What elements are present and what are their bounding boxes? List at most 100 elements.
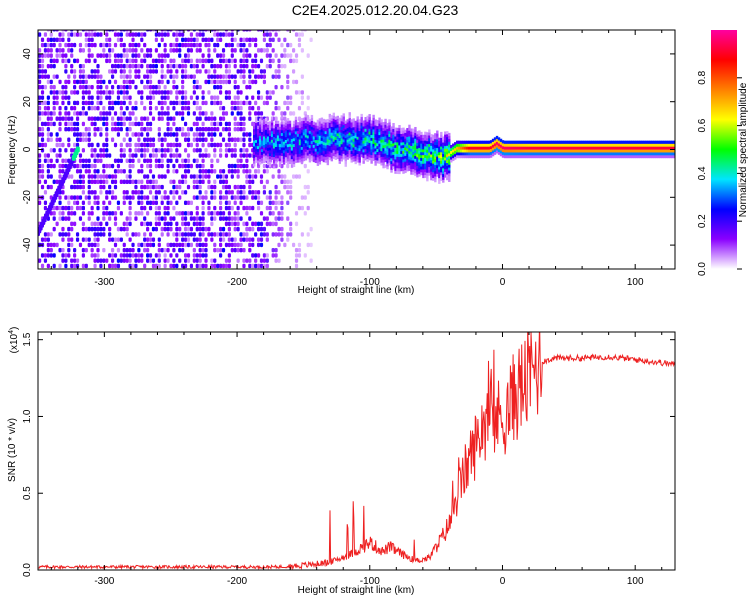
spectrogram-cell	[271, 211, 275, 216]
spectrogram-cell	[213, 205, 217, 211]
spectrogram-ridge-cell	[404, 152, 407, 156]
spectrogram-cell	[207, 116, 211, 121]
x-tick-label: -100	[360, 277, 380, 288]
spectrogram-cell	[207, 69, 211, 74]
spectrogram-ridge-cell	[665, 146, 668, 150]
spectrogram-ridge-cell	[394, 133, 397, 137]
spectrogram-ridge-cell	[292, 132, 296, 136]
spectrogram-ridge-cell	[609, 154, 612, 159]
spectrogram-ridge-cell	[272, 136, 276, 140]
spectrogram-ridge-cell	[392, 157, 395, 161]
spectrogram-cell	[219, 74, 223, 79]
spectrogram-cell	[61, 116, 65, 121]
spectrogram-cell	[102, 142, 106, 148]
spectrogram-cell	[131, 232, 135, 237]
spectrogram-cell	[178, 211, 182, 216]
spectrogram-cell	[219, 100, 223, 106]
spectrogram-ridge-cell	[350, 147, 353, 152]
spectrogram-ridge-cell	[581, 154, 584, 159]
spectrogram-cell	[207, 48, 211, 53]
spectrogram-cell	[116, 158, 121, 163]
spectrogram-ridge-cell	[316, 122, 320, 126]
spectrogram-ridge-cell	[316, 162, 320, 166]
spectrogram-cell	[306, 205, 310, 211]
spectrogram-cell	[105, 137, 109, 142]
spectrogram-cell	[262, 163, 267, 169]
spectrogram-ridge-cell	[312, 153, 316, 157]
spectrogram-ridge-cell	[292, 163, 296, 168]
spectrogram-cell	[175, 37, 179, 43]
spectrogram-ridge-cell	[380, 147, 383, 152]
spectrogram-cell	[131, 263, 135, 269]
spectrogram-cell	[251, 195, 255, 200]
spectrogram-cell	[248, 142, 252, 148]
spectrogram-cell	[93, 237, 97, 242]
spectrogram-cell	[280, 111, 284, 116]
spectrogram-ridge-cell	[424, 171, 427, 176]
spectrogram-cell	[99, 132, 103, 137]
spectrogram-ridge-cell	[312, 124, 316, 128]
spectrogram-cell	[248, 169, 252, 174]
spectrogram-ridge-cell	[444, 168, 447, 172]
spectrogram-cell	[233, 184, 237, 190]
spectrogram-ridge-cell	[585, 146, 588, 150]
spectrogram-cell	[134, 258, 138, 263]
spectrogram-ridge-cell	[438, 140, 441, 144]
spectrogram-ridge-cell	[288, 123, 292, 127]
spectrogram-cell	[230, 100, 234, 106]
spectrogram-ridge-cell	[657, 154, 660, 159]
spectrogram-cell	[87, 127, 91, 132]
spectrogram-cell	[146, 30, 150, 32]
spectrogram-cell	[286, 216, 290, 221]
spectrogram-ridge-cell	[360, 133, 363, 138]
spectrogram-cell	[166, 30, 170, 32]
spectrogram-cell	[183, 137, 188, 142]
spectrogram-cell	[169, 127, 173, 132]
spectrogram-cell	[201, 221, 205, 227]
spectrogram-cell	[262, 184, 267, 190]
spectrogram-cell	[160, 58, 164, 64]
spectrogram-cell	[207, 184, 211, 190]
spectrogram-cell	[55, 221, 59, 227]
spectrogram-cell	[239, 237, 243, 242]
spectrogram-ridge-cell	[336, 127, 339, 131]
spectrogram-ridge-cell	[298, 150, 302, 154]
spectrogram-ridge-cell	[308, 150, 312, 154]
spectrogram-cell	[230, 42, 234, 48]
spectrogram-cell	[163, 195, 167, 200]
spectrogram-cell	[38, 32, 42, 37]
spectrogram-cell	[90, 53, 94, 58]
spectrogram-cell	[201, 121, 205, 127]
spectrogram-cell	[198, 195, 202, 200]
spectrogram-cell	[183, 58, 188, 64]
spectrogram-ridge-cell	[360, 136, 363, 141]
spectrogram-cell	[143, 174, 147, 179]
spectrogram-ridge-cell	[422, 174, 425, 179]
spectrogram-cell	[239, 216, 243, 221]
spectrogram-ridge-cell	[667, 152, 670, 156]
spectrogram-cell	[183, 242, 188, 248]
spectrogram-cell	[96, 221, 100, 227]
spectrogram-ridge-cell	[621, 154, 624, 159]
spectrogram-ridge-cell	[312, 158, 316, 163]
spectrogram-ridge-cell	[310, 135, 314, 139]
spectrogram-ridge-cell	[428, 132, 431, 136]
spectrogram-ridge-cell	[444, 142, 447, 147]
spectrogram-cell	[40, 42, 45, 48]
spectrogram-cell	[294, 258, 299, 263]
spectrogram-ridge-cell	[426, 146, 429, 150]
spectrogram-cell	[198, 184, 202, 190]
spectrogram-ridge-cell	[591, 154, 594, 159]
spectrogram-cell	[224, 221, 229, 227]
spectrogram-ridge-cell	[525, 140, 529, 144]
spectrogram-cell	[201, 163, 205, 169]
spectrogram-ridge-cell	[304, 117, 308, 121]
spectrogram-ridge-cell	[637, 152, 640, 156]
spectrogram-cell	[224, 216, 229, 221]
spectrogram-cell	[227, 200, 231, 206]
spectrogram-cell	[163, 53, 167, 58]
spectrogram-ridge-cell	[346, 130, 349, 134]
spectrogram-ridge-cell	[302, 155, 306, 159]
spectrogram-cell	[84, 247, 88, 253]
spectrogram-cell	[128, 79, 132, 85]
